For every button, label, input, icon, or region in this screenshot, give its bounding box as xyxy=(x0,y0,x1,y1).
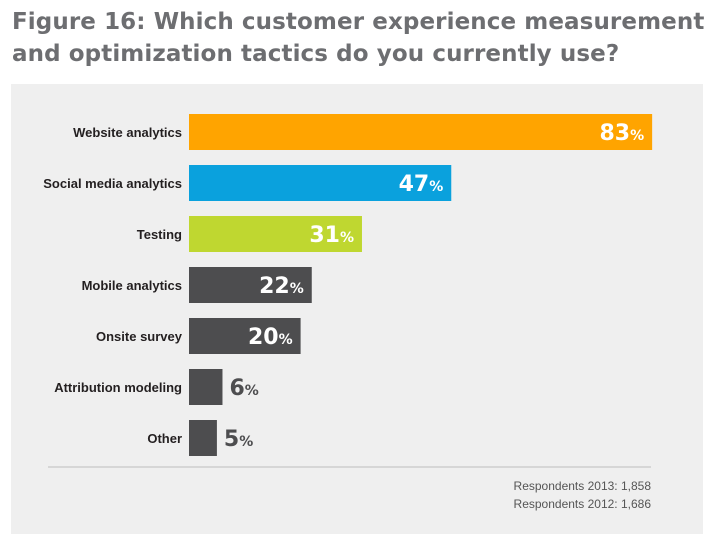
bar xyxy=(189,267,312,303)
value-label: 5% xyxy=(224,427,253,452)
category-label: Website analytics xyxy=(73,125,182,140)
value-label: 31% xyxy=(309,223,354,248)
chart-panel xyxy=(11,84,703,534)
category-label: Onsite survey xyxy=(96,329,183,344)
bar xyxy=(189,216,362,252)
category-label: Mobile analytics xyxy=(82,278,182,293)
bar xyxy=(189,114,653,150)
value-label: 47% xyxy=(399,172,444,197)
value-label: 83% xyxy=(599,121,644,146)
chart-title: Figure 16: Which customer experience mea… xyxy=(12,9,705,67)
bar xyxy=(189,369,223,405)
value-label: 20% xyxy=(248,325,293,350)
category-label: Attribution modeling xyxy=(54,380,182,395)
category-label: Testing xyxy=(137,227,182,242)
category-label: Social media analytics xyxy=(43,176,182,191)
bar xyxy=(189,420,217,456)
respondents-2013: Respondents 2013: 1,858 xyxy=(513,479,651,493)
bar xyxy=(189,165,452,201)
bar xyxy=(189,318,301,354)
category-label: Other xyxy=(147,431,182,446)
value-label: 6% xyxy=(229,376,258,401)
respondents-2012: Respondents 2012: 1,686 xyxy=(513,497,651,511)
value-label: 22% xyxy=(259,274,304,299)
